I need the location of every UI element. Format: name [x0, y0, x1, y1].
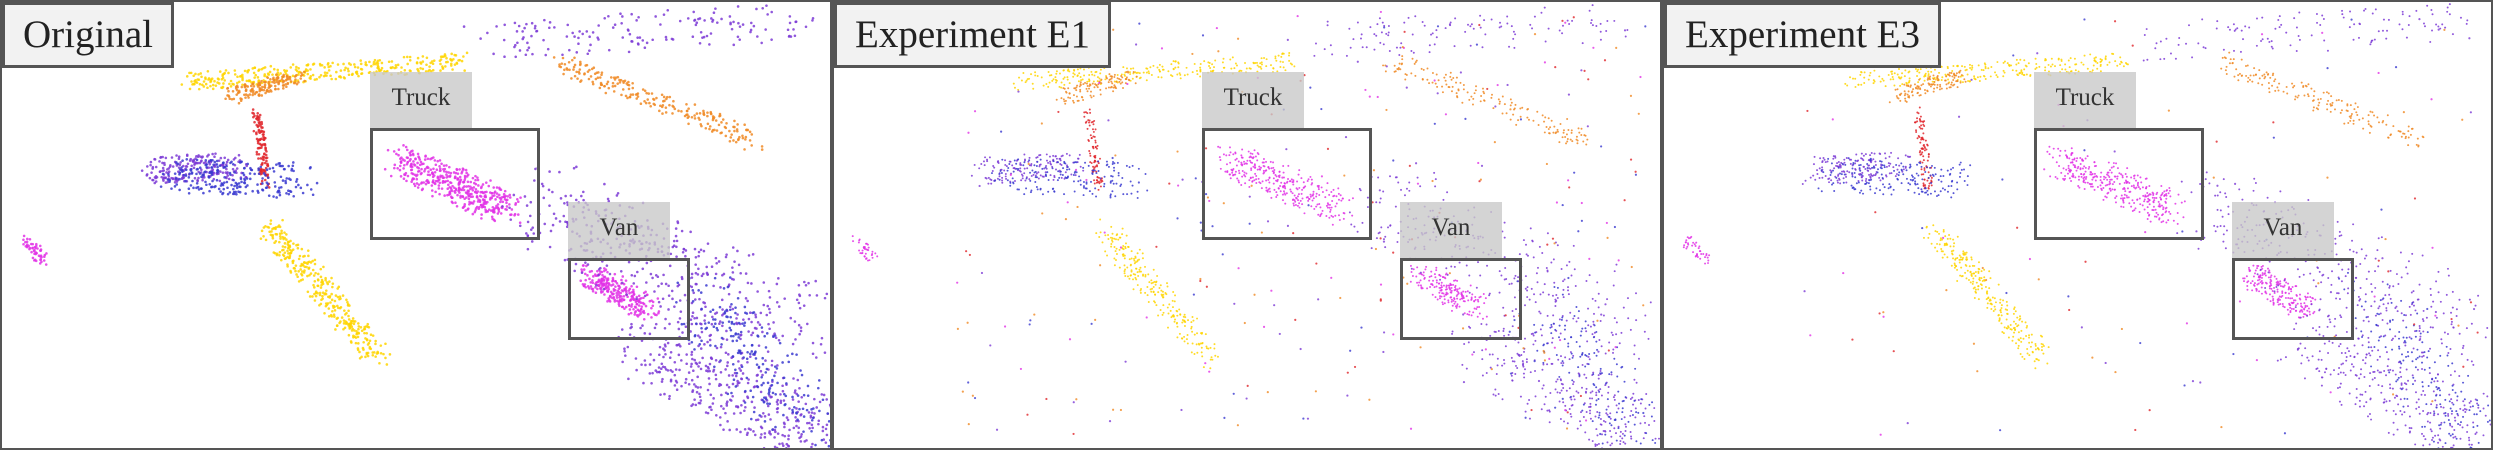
panel-title: Experiment E3 [1664, 2, 1942, 68]
truck-bounding-box [1202, 128, 1372, 240]
van-label: Van [2232, 202, 2334, 258]
panel-title: Original [2, 2, 174, 68]
van-bounding-box [2232, 258, 2354, 340]
truck-bounding-box [2034, 128, 2204, 240]
truck-label: Truck [2034, 72, 2136, 128]
panel-experiment-e1: Experiment E1 Truck Van [832, 0, 1662, 450]
truck-bounding-box [370, 128, 540, 240]
point-cloud-original [22, 4, 830, 448]
van-bounding-box [1400, 258, 1522, 340]
truck-label: Truck [370, 72, 472, 128]
panel-experiment-e3: Experiment E3 Truck Van [1662, 0, 2493, 450]
panel-title: Experiment E1 [834, 2, 1112, 68]
point-cloud-e1 [851, 4, 1660, 448]
van-label: Van [568, 202, 670, 258]
van-bounding-box [568, 258, 690, 340]
panel-original: Original Truck Van [0, 0, 832, 450]
van-label: Van [1400, 202, 1502, 258]
truck-label: Truck [1202, 72, 1304, 128]
